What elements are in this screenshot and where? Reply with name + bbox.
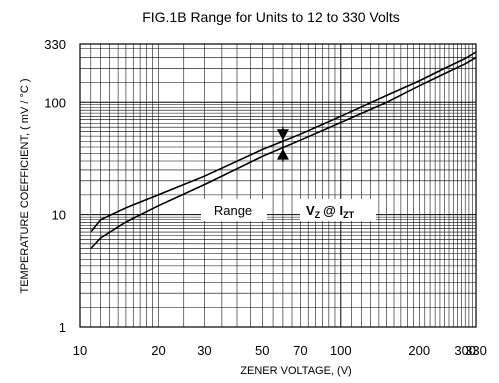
chart-title: FIG.1B Range for Units to 12 to 330 Volt… [142,9,400,25]
x-tick-label: 10 [73,343,87,358]
chart-grid [80,44,476,327]
x-tick-label: 100 [330,343,352,358]
range-arrow-up [276,148,289,160]
y-tick-label: 100 [44,95,66,110]
vz-izt-label: VZ @ IZT [306,203,355,220]
vz-label-box [300,199,376,221]
x-tick-label: 330 [465,343,487,358]
y-axis-label: TEMPERATURE COEFFICIENT, ( mV / °C ) [19,78,31,293]
x-tick-label: 30 [197,343,211,358]
y-tick-label: 330 [44,37,66,52]
x-tick-label: 70 [293,343,307,358]
y-tick-label: 1 [59,320,66,335]
y-tick-label: 10 [52,208,66,223]
x-tick-label: 200 [408,343,430,358]
range-label-box [201,199,267,221]
plot-frame [79,43,477,328]
y-axis-ticks: 1 10 100 330 [44,37,66,335]
x-tick-label: 50 [255,343,269,358]
range-marker [276,127,289,162]
x-tick-label: 300 [454,343,476,358]
x-axis-label: ZENER VOLTAGE, (V) [240,365,351,377]
range-arrow-down [276,129,289,141]
range-label: Range [214,203,252,218]
series-line-2 [90,56,477,250]
x-tick-label: 20 [151,343,165,358]
series-line-1 [90,51,477,233]
data-series [90,51,477,250]
